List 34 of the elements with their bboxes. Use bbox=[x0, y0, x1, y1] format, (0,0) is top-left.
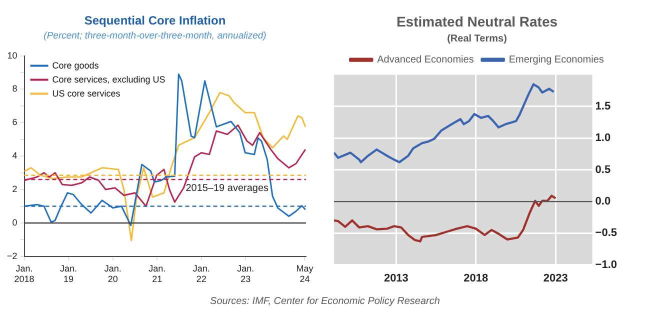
y-tick-label: 1.5 bbox=[595, 100, 611, 112]
x-tick-label: Jan. 21 bbox=[148, 263, 166, 284]
legend-label: US core services bbox=[52, 88, 121, 98]
chart-subtitle: (Real Terms) bbox=[447, 34, 507, 45]
y-tick-label: 10 bbox=[7, 50, 18, 60]
legend-label: Emerging Economies bbox=[508, 54, 604, 66]
x-tick-label: Jan. 2018 bbox=[14, 263, 34, 284]
chart-title: Estimated Neutral Rates bbox=[396, 13, 558, 30]
source-note: Sources: IMF, Center for Economic Policy Research bbox=[209, 296, 441, 307]
y-tick-label: −0.5 bbox=[595, 227, 618, 240]
x-tick-label: 2023 bbox=[543, 272, 568, 284]
y-tick-label: 0 bbox=[12, 217, 18, 228]
y-tick-label: 1.0 bbox=[595, 132, 611, 144]
chart-title: Sequential Core Inflation bbox=[84, 14, 226, 28]
x-tick-label: Jan. 23 bbox=[237, 263, 254, 284]
y-tick-label: 6 bbox=[12, 117, 18, 128]
y-tick-label: −1.0 bbox=[595, 258, 618, 271]
chart-subtitle: (Percent; three-month-over-three-month, annualized) bbox=[44, 30, 266, 42]
legend-label: Core goods bbox=[52, 60, 100, 70]
x-tick-label: 2013 bbox=[384, 272, 408, 284]
legend-label: Advanced Economies bbox=[377, 54, 474, 66]
x-tick-label: Jan. 22 bbox=[192, 263, 210, 284]
annotation: 2015–19 averages bbox=[186, 182, 269, 194]
y-tick-label: 8 bbox=[12, 84, 18, 94]
x-tick-label: Jan. 19 bbox=[60, 263, 78, 284]
y-tick-label: 4 bbox=[12, 150, 18, 161]
y-tick-label: 0.0 bbox=[595, 196, 611, 208]
x-tick-label: Jan. 20 bbox=[104, 263, 122, 284]
y-tick-label: 0.5 bbox=[595, 164, 611, 176]
y-tick-label: −2 bbox=[6, 250, 18, 261]
x-tick-label: May 24 bbox=[296, 263, 314, 284]
legend-label: Core services, excluding US bbox=[52, 74, 166, 84]
x-tick-label: 2018 bbox=[464, 272, 488, 284]
y-tick-label: 2 bbox=[12, 184, 18, 194]
